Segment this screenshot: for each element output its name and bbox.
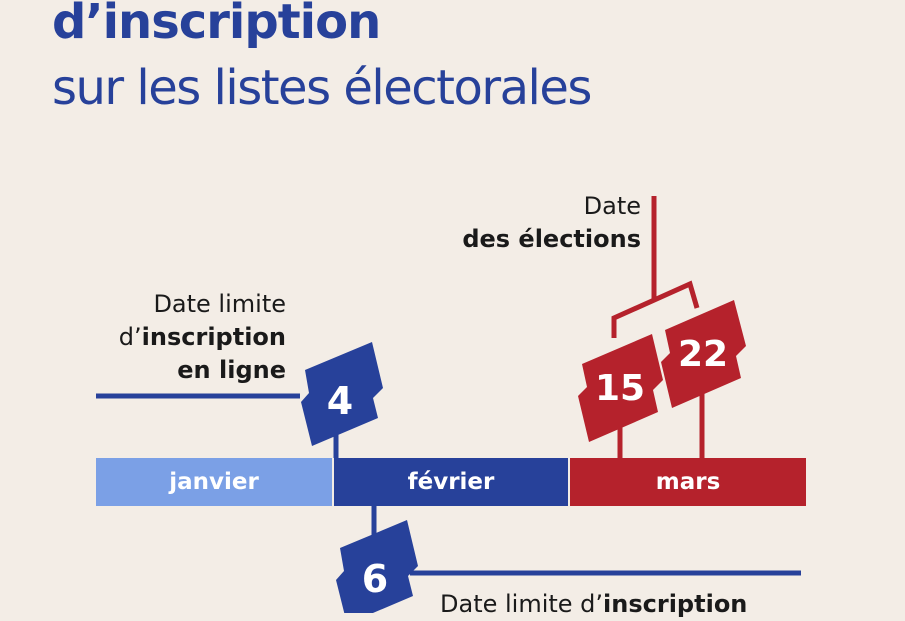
online-label-line-3: en ligne <box>177 356 286 384</box>
online-deadline-label: Date limite d’inscription en ligne <box>119 288 286 387</box>
online-label-line-1: Date limite <box>153 290 286 318</box>
title-line-2: sur les listes électorales <box>52 60 592 116</box>
month-mars: mars <box>570 458 806 506</box>
paper-deadline-label: Date limite d’inscription <box>440 590 748 618</box>
badge-election-22: 22 <box>661 300 746 408</box>
month-janvier: janvier <box>96 458 332 506</box>
month-mars-label: mars <box>655 469 721 495</box>
election-bracket <box>611 196 705 458</box>
elections-label-line-1: Date <box>583 192 641 220</box>
elections-label-line-2: des élections <box>462 225 641 253</box>
month-fevrier: février <box>334 458 568 506</box>
online-deadline-connector <box>96 393 339 458</box>
badge-election-15: 15 <box>578 334 663 442</box>
elections-label: Date des élections <box>462 190 641 256</box>
badge-4-number: 4 <box>327 379 353 423</box>
paper-deadline-connector <box>371 506 801 576</box>
badge-6-number: 6 <box>362 557 388 601</box>
month-janvier-label: janvier <box>169 469 259 495</box>
online-label-line-2: d’inscription <box>118 323 286 351</box>
badge-15-number: 15 <box>595 368 645 409</box>
title-line-1: d’inscription <box>52 0 381 50</box>
month-fevrier-label: février <box>407 469 495 495</box>
badge-online-deadline: 4 <box>301 342 383 446</box>
badge-paper-deadline: 6 <box>336 520 418 613</box>
badge-22-number: 22 <box>678 334 728 375</box>
